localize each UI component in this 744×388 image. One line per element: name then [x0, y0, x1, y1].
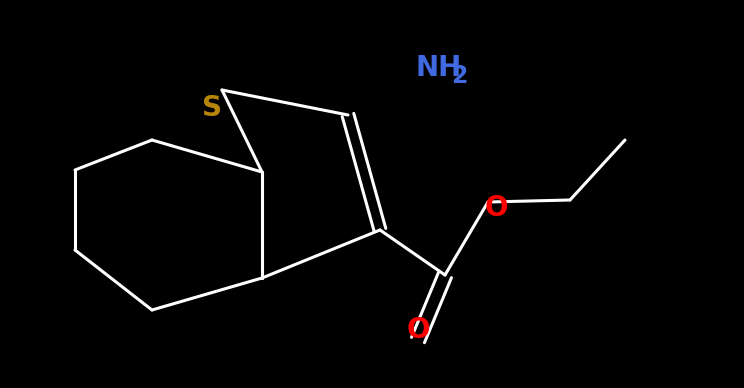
Text: O: O: [484, 194, 507, 222]
Text: O: O: [406, 316, 430, 344]
Text: 2: 2: [451, 64, 467, 88]
Text: S: S: [202, 94, 222, 122]
Text: NH: NH: [415, 54, 461, 82]
